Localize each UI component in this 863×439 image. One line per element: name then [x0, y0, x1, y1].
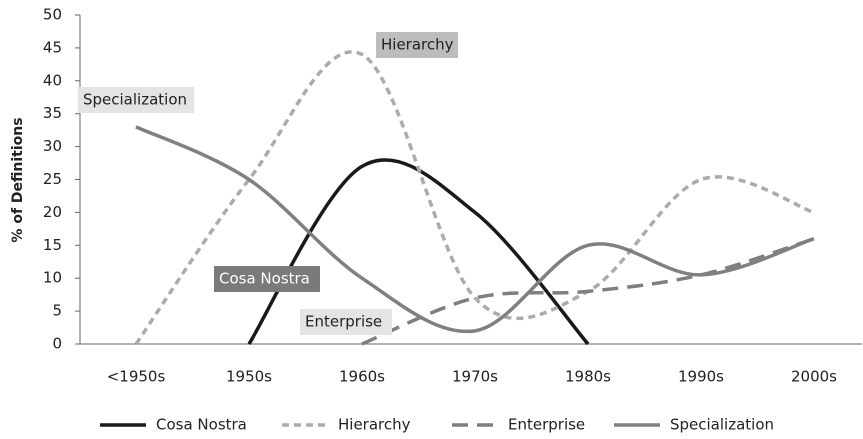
- x-tick-label: 2000s: [791, 368, 837, 386]
- x-tick-label: <1950s: [107, 368, 166, 386]
- y-tick-label: 5: [52, 302, 62, 320]
- y-tick-label: 40: [43, 71, 62, 89]
- annotation: Cosa Nostra: [219, 270, 310, 288]
- y-tick-label: 20: [43, 203, 62, 221]
- legend-label: Cosa Nostra: [156, 416, 247, 434]
- y-tick-label: 30: [43, 137, 62, 155]
- legend-label: Specialization: [670, 416, 774, 434]
- annotation: Enterprise: [305, 313, 382, 331]
- x-tick-label: 1980s: [565, 368, 611, 386]
- annotation-box: [214, 266, 320, 292]
- series-line: [361, 237, 815, 346]
- series-line: [134, 50, 815, 345]
- annotation: Hierarchy: [381, 36, 454, 54]
- annotation-box: [376, 32, 458, 58]
- legend-label: Hierarchy: [338, 416, 411, 434]
- annotation-box: [300, 309, 392, 335]
- series-line: [135, 125, 815, 334]
- y-tick-label: 45: [43, 38, 62, 56]
- x-tick-label: 1990s: [678, 368, 724, 386]
- x-tick-label: 1960s: [339, 368, 385, 386]
- annotation-box: [78, 87, 194, 113]
- y-tick-label: 10: [43, 269, 62, 287]
- y-tick-label: 15: [43, 236, 62, 254]
- legend-label: Enterprise: [508, 416, 585, 434]
- y-axis-label: % of Definitions: [10, 117, 26, 242]
- y-tick-label: 0: [52, 335, 62, 353]
- y-tick-label: 35: [43, 104, 62, 122]
- annotation: Specialization: [83, 91, 187, 109]
- x-tick-label: 1950s: [226, 368, 272, 386]
- y-tick-label: 25: [43, 170, 62, 188]
- y-tick-label: 50: [43, 6, 62, 24]
- x-tick-label: 1970s: [452, 368, 498, 386]
